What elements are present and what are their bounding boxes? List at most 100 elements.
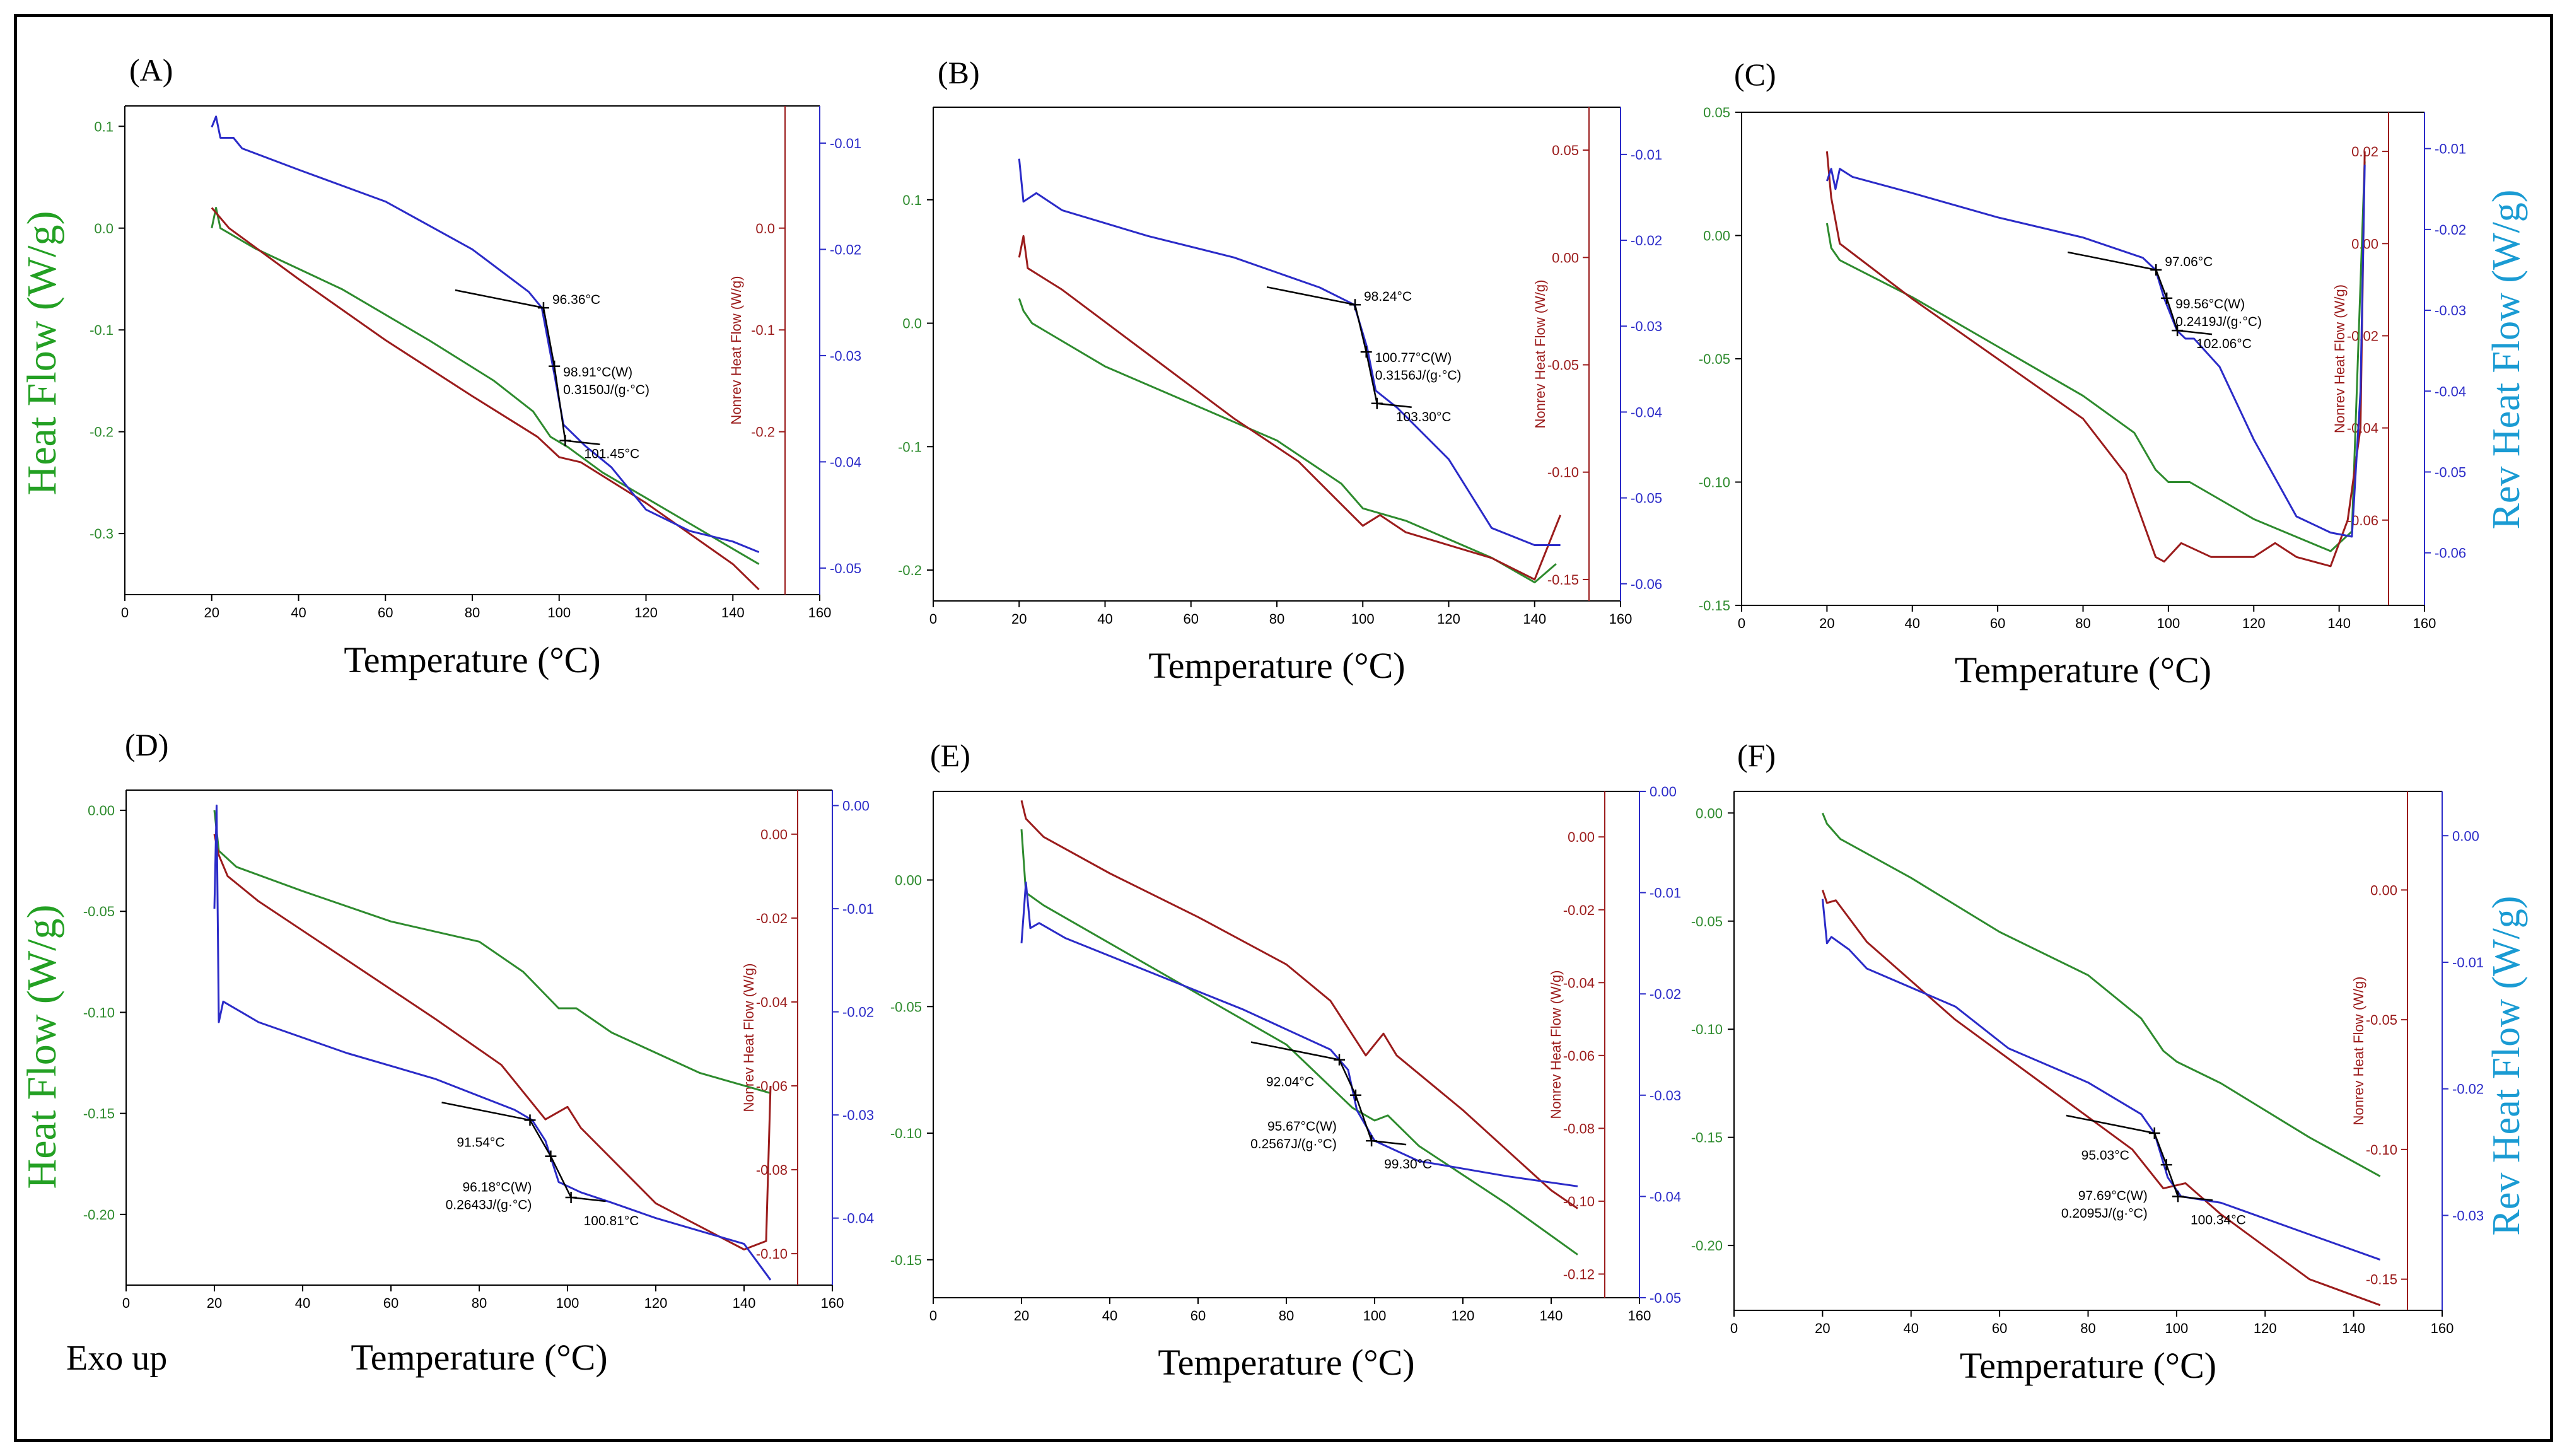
nonrev-axis-title: Nonrev Heat Flow (W/g) [728, 276, 744, 425]
nonrev-y-tick-label: -0.02 [1563, 902, 1595, 918]
x-tick-label: 40 [295, 1295, 310, 1311]
nonrev-y-tick-label: 0.00 [1552, 250, 1579, 265]
tg-annotation-label: 0.2567J/(g·°C) [1250, 1137, 1337, 1151]
nonrev-y-tick-label: -0.04 [2347, 421, 2378, 436]
rev-y-tick-label: 0.00 [1650, 784, 1677, 800]
nonrev-y-tick-label: 0.00 [1568, 829, 1595, 845]
series-line-rev-heat-flow [1821, 899, 2381, 1261]
nonrev-y-tick-label: 0.00 [760, 827, 788, 842]
x-tick-label: 80 [2075, 615, 2090, 631]
x-tick-label: 20 [1014, 1308, 1029, 1324]
series-line-rev-heat-flow [1020, 882, 1578, 1187]
x-axis-title: Temperature (°C) [1955, 649, 2211, 690]
heat-y-tick-label: 0.1 [94, 119, 114, 134]
nonrev-y-tick-label: -0.05 [2366, 1012, 2397, 1028]
rev-y-tick-label: 0.00 [842, 798, 870, 814]
rev-y-tick-label: -0.04 [1650, 1189, 1681, 1204]
x-tick-label: 0 [121, 605, 129, 620]
tg-annotation-label: 99.30°C [1384, 1157, 1432, 1172]
series-line-nonrev-heat-flow [211, 207, 760, 590]
heat-y-tick-label: -0.1 [898, 439, 922, 455]
heat-y-tick-label: -0.10 [1691, 1022, 1723, 1037]
x-tick-label: 120 [634, 605, 658, 620]
x-tick-label: 60 [383, 1295, 399, 1311]
rev-y-tick-label: -0.01 [1650, 885, 1681, 901]
series-line-nonrev-heat-flow [1821, 889, 2381, 1307]
nonrev-y-tick-label: -0.04 [756, 994, 788, 1010]
rev-heat-flow-axis-label-bottom: Rev Heat Flow (W/g) [2485, 896, 2528, 1236]
x-tick-label: 0 [929, 611, 937, 627]
nonrev-y-tick-label: -0.10 [2366, 1142, 2397, 1158]
heat-y-tick-label: 0.00 [88, 803, 115, 818]
heat-y-tick-label: -0.15 [1699, 598, 1730, 614]
heat-y-tick-label: 0.05 [1703, 105, 1730, 120]
x-tick-label: 160 [2431, 1320, 2454, 1336]
series-line-nonrev-heat-flow [213, 834, 772, 1250]
tg-annotation-label: 99.56°C(W) [2175, 297, 2245, 312]
rev-y-tick-label: -0.01 [2452, 955, 2484, 970]
heat-y-tick-label: -0.05 [1691, 914, 1723, 929]
tg-annotation-label: 98.91°C(W) [563, 365, 632, 380]
rev-y-tick-label: -0.03 [1650, 1088, 1681, 1104]
x-tick-label: 120 [2242, 615, 2266, 631]
x-tick-label: 40 [291, 605, 306, 620]
tg-annotation-label: 0.3156J/(g·°C) [1375, 368, 1462, 383]
rev-y-tick-label: -0.02 [830, 242, 861, 257]
nonrev-y-tick-label: -0.2 [751, 424, 775, 440]
rev-y-tick-label: -0.02 [1650, 986, 1681, 1002]
nonrev-axis-title: Nonrev Heat Flow (W/g) [1548, 970, 1564, 1119]
heat-y-tick-label: 0.00 [895, 873, 922, 888]
series-line-rev-heat-flow [1018, 158, 1561, 546]
rev-y-tick-label: -0.04 [2435, 383, 2466, 399]
panel-label: (F) [1737, 738, 1776, 773]
x-tick-label: 20 [1815, 1320, 1830, 1336]
x-tick-label: 100 [556, 1295, 579, 1311]
nonrev-y-tick-label: -0.06 [1563, 1048, 1595, 1064]
x-tick-label: 0 [1730, 1320, 1738, 1336]
series-line-nonrev-heat-flow [1020, 800, 1578, 1209]
rev-y-tick-label: -0.03 [830, 348, 861, 364]
tg-annotation-label: 95.03°C [2081, 1148, 2129, 1163]
panel-e: (E) 0 20 40 60 80 100 120 140 160 Temperature (°C)… [890, 738, 1681, 1383]
series-line-heat-flow [1825, 161, 2366, 552]
panel-label: (E) [930, 738, 970, 773]
heat-y-tick-label: -0.3 [90, 526, 114, 542]
tg-annotation-label: 0.2095J/(g·°C) [2061, 1206, 2148, 1221]
series-line-heat-flow [211, 207, 760, 565]
panel-d: (D) 0 20 40 60 80 100 120 140 160 Temperature (°C)… [83, 727, 874, 1378]
nonrev-y-tick-label: -0.1 [751, 322, 775, 338]
heat-y-tick-label: -0.2 [898, 562, 922, 578]
nonrev-y-tick-label: -0.10 [1547, 465, 1579, 480]
tg-annotation-label: 0.2419J/(g·°C) [2175, 315, 2262, 329]
panel-b: (B) 0 20 40 60 80 100 120 140 160 Temperature (°C)… [898, 55, 1662, 686]
x-tick-label: 60 [1990, 615, 2005, 631]
rev-y-tick-label: -0.01 [842, 901, 874, 917]
x-axis-title: Temperature (°C) [344, 639, 600, 680]
tg-annotation-label: 101.45°C [584, 447, 639, 462]
rev-y-tick-label: -0.06 [2435, 545, 2466, 561]
x-tick-label: 20 [207, 1295, 222, 1311]
rev-y-tick-label: -0.04 [830, 454, 861, 470]
x-axis-title: Temperature (°C) [1158, 1342, 1414, 1383]
x-tick-label: 140 [2342, 1320, 2365, 1336]
heat-flow-axis-label-bottom: Heat Flow (W/g) [19, 905, 65, 1189]
nonrev-axis-title: Nonrev Heat Flow (W/g) [1532, 280, 1548, 429]
rev-y-tick-label: -0.01 [2435, 141, 2466, 157]
rev-y-tick-label: -0.04 [842, 1211, 874, 1226]
x-tick-label: 60 [378, 605, 393, 620]
rev-y-tick-label: -0.05 [830, 561, 861, 576]
tg-annotation-label: 97.69°C(W) [2078, 1189, 2148, 1203]
x-tick-label: 40 [1905, 615, 1920, 631]
heat-y-tick-label: -0.20 [1691, 1238, 1723, 1254]
x-tick-label: 100 [2165, 1320, 2189, 1336]
x-tick-label: 160 [2413, 615, 2436, 631]
heat-y-tick-label: -0.10 [890, 1126, 922, 1141]
rev-y-tick-label: -0.03 [842, 1107, 874, 1123]
heat-y-tick-label: -0.15 [1691, 1130, 1723, 1146]
x-tick-label: 40 [1102, 1308, 1117, 1324]
panel-c: (C) 0 20 40 60 80 100 120 140 160 Temperature (°C)… [1699, 57, 2466, 690]
x-tick-label: 100 [2157, 615, 2180, 631]
x-tick-label: 80 [1269, 611, 1284, 627]
nonrev-y-tick-label: -0.05 [1547, 358, 1579, 373]
heat-y-tick-label: 0.0 [902, 316, 922, 332]
